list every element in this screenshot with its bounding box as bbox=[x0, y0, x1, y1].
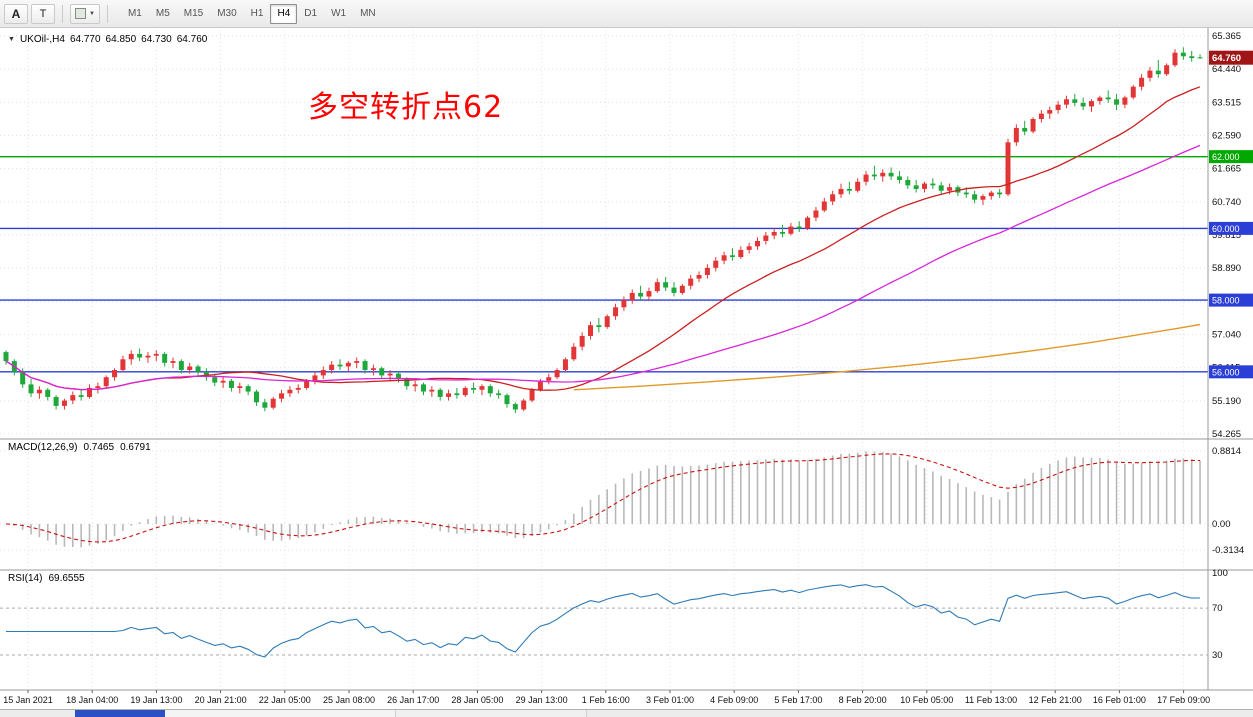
price-axis-label: 61.665 bbox=[1212, 164, 1241, 175]
bottom-tab-bar bbox=[0, 709, 1253, 717]
time-axis-label: 22 Jan 05:00 bbox=[259, 695, 311, 705]
macd-main-value: 0.7465 bbox=[83, 442, 115, 453]
drawing-tool-icon bbox=[75, 8, 86, 19]
price-axis-label: 54.265 bbox=[1212, 429, 1241, 440]
drawing-tools-dropdown[interactable]: ▼ bbox=[70, 3, 100, 24]
rsi-indicator-label: RSI(14) 69.6555 bbox=[8, 573, 85, 584]
price-axis-label: 64.440 bbox=[1212, 64, 1241, 75]
time-axis-label: 11 Feb 13:00 bbox=[965, 695, 1017, 705]
time-axis-label: 25 Jan 08:00 bbox=[323, 695, 375, 705]
price-axis-label: 60.740 bbox=[1212, 197, 1241, 208]
price-axis-label: 63.515 bbox=[1212, 97, 1241, 108]
hline-price-tag bbox=[1209, 150, 1253, 164]
hline-price-tag bbox=[1209, 293, 1253, 307]
time-axis-label: 1 Feb 16:00 bbox=[582, 695, 630, 705]
rsi-scale-label: 70 bbox=[1212, 603, 1223, 614]
rsi-scale-label: 30 bbox=[1212, 650, 1223, 661]
symbol-ohlc-label: ▼ UKOil-,H4 64.770 64.850 64.730 64.760 bbox=[8, 34, 207, 45]
chart-canvas[interactable]: 15 Jan 2021 18 Jan 04:00 19 Jan 13:00 20 Ja… bbox=[0, 28, 1253, 709]
toolbar-separator bbox=[62, 4, 63, 23]
cursor-tool-label: A bbox=[11, 6, 21, 21]
hline-price-tag-label: 62.000 bbox=[1212, 152, 1240, 162]
time-axis-label: 26 Jan 17:00 bbox=[387, 695, 439, 705]
timeframe-buttons: M1 M5 M15 M30 H1 H4 D1 W1 MN bbox=[121, 3, 383, 24]
toolbar-separator bbox=[106, 4, 108, 23]
timeframe-button-m15[interactable]: M15 bbox=[177, 4, 210, 24]
current-price-tag bbox=[1209, 50, 1253, 65]
macd-name: MACD(12,26,9) bbox=[8, 442, 78, 453]
hline-price-tag-label: 56.000 bbox=[1212, 367, 1240, 377]
time-axis-label: 29 Jan 13:00 bbox=[516, 695, 568, 705]
hline-price-tag-label: 60.000 bbox=[1212, 224, 1240, 234]
macd-histogram bbox=[13, 451, 1201, 548]
time-axis-label: 5 Feb 17:00 bbox=[774, 695, 822, 705]
time-axis-label: 15 Jan 2021 bbox=[3, 695, 53, 705]
price-axis-label: 59.815 bbox=[1212, 230, 1241, 241]
time-axis-label: 28 Jan 05:00 bbox=[451, 695, 503, 705]
time-axis-label: 10 Feb 05:00 bbox=[900, 695, 953, 705]
ma-slow-line bbox=[573, 323, 1201, 391]
candlestick-series bbox=[3, 47, 1203, 414]
price-axis-label: 58.890 bbox=[1212, 263, 1241, 274]
time-axis-label: 16 Feb 01:00 bbox=[1093, 695, 1146, 705]
current-price-tag-label: 64.760 bbox=[1212, 53, 1241, 64]
time-axis-label: 17 Feb 09:00 bbox=[1157, 695, 1210, 705]
bottom-tab-active[interactable] bbox=[75, 710, 165, 717]
macd-signal-value: 0.6791 bbox=[120, 442, 151, 453]
timeframe-button-m5[interactable]: M5 bbox=[149, 4, 177, 24]
top-toolbar: A T ▼ M1 M5 M15 M30 H1 H4 D1 W1 MN bbox=[0, 0, 1253, 28]
cursor-tool-button[interactable]: A bbox=[4, 3, 28, 24]
time-axis-label: 8 Feb 20:00 bbox=[839, 695, 887, 705]
rsi-line bbox=[6, 584, 1201, 658]
ma-mid-line bbox=[5, 144, 1201, 391]
time-axis-label: 18 Jan 04:00 bbox=[66, 695, 118, 705]
symbol-dropdown-icon[interactable]: ▼ bbox=[8, 36, 15, 43]
timeframe-button-d1[interactable]: D1 bbox=[297, 4, 324, 24]
ohlc-close: 64.760 bbox=[176, 34, 208, 45]
rsi-name: RSI(14) bbox=[8, 573, 43, 584]
price-axis-label: 55.190 bbox=[1212, 396, 1241, 407]
hline-price-tag-label: 58.000 bbox=[1212, 296, 1240, 306]
hline-price-tag bbox=[1209, 365, 1253, 379]
rsi-scale-label: 100 bbox=[1212, 568, 1228, 579]
time-axis-label: 20 Jan 21:00 bbox=[195, 695, 247, 705]
hline-price-tag bbox=[1209, 221, 1253, 235]
text-tool-button[interactable]: T bbox=[31, 3, 55, 24]
timeframe-button-m1[interactable]: M1 bbox=[121, 4, 149, 24]
timeframe-button-h4[interactable]: H4 bbox=[270, 3, 298, 24]
macd-signal-line bbox=[5, 453, 1201, 543]
macd-indicator-label: MACD(12,26,9) 0.7465 0.6791 bbox=[8, 442, 151, 453]
timeframe-button-h1[interactable]: H1 bbox=[244, 4, 271, 24]
time-axis-label: 12 Feb 21:00 bbox=[1029, 695, 1082, 705]
chart-area: 15 Jan 2021 18 Jan 04:00 19 Jan 13:00 20 Ja… bbox=[0, 28, 1253, 709]
time-axis-label: 4 Feb 09:00 bbox=[710, 695, 758, 705]
ohlc-low: 64.730 bbox=[141, 34, 172, 45]
rsi-value: 69.6555 bbox=[48, 573, 85, 584]
price-axis-label: 65.365 bbox=[1212, 31, 1241, 42]
chart-annotation-text: 多空转折点62 bbox=[308, 90, 504, 125]
macd-scale-label: -0.3134 bbox=[1212, 545, 1244, 556]
bottom-tab[interactable] bbox=[165, 710, 396, 717]
timeframe-button-m30[interactable]: M30 bbox=[210, 4, 243, 24]
text-tool-label: T bbox=[39, 7, 47, 20]
macd-scale-label: 0.8814 bbox=[1212, 446, 1241, 457]
bottom-tab[interactable] bbox=[0, 710, 75, 717]
time-axis-label: 19 Jan 13:00 bbox=[130, 695, 182, 705]
timeframe-button-w1[interactable]: W1 bbox=[324, 4, 353, 24]
ohlc-open: 64.770 bbox=[69, 34, 101, 45]
price-axis-label: 62.590 bbox=[1212, 131, 1241, 142]
macd-scale-label: 0.00 bbox=[1212, 519, 1231, 530]
ma-fast-line bbox=[5, 86, 1201, 391]
symbol-period: UKOil-,H4 bbox=[19, 34, 65, 45]
timeframe-button-mn[interactable]: MN bbox=[353, 4, 383, 24]
chevron-down-icon: ▼ bbox=[89, 10, 95, 17]
time-axis-label: 3 Feb 01:00 bbox=[646, 695, 694, 705]
ohlc-high: 64.850 bbox=[105, 34, 137, 45]
bottom-tab[interactable] bbox=[396, 710, 587, 717]
price-axis-label: 57.040 bbox=[1212, 330, 1241, 341]
